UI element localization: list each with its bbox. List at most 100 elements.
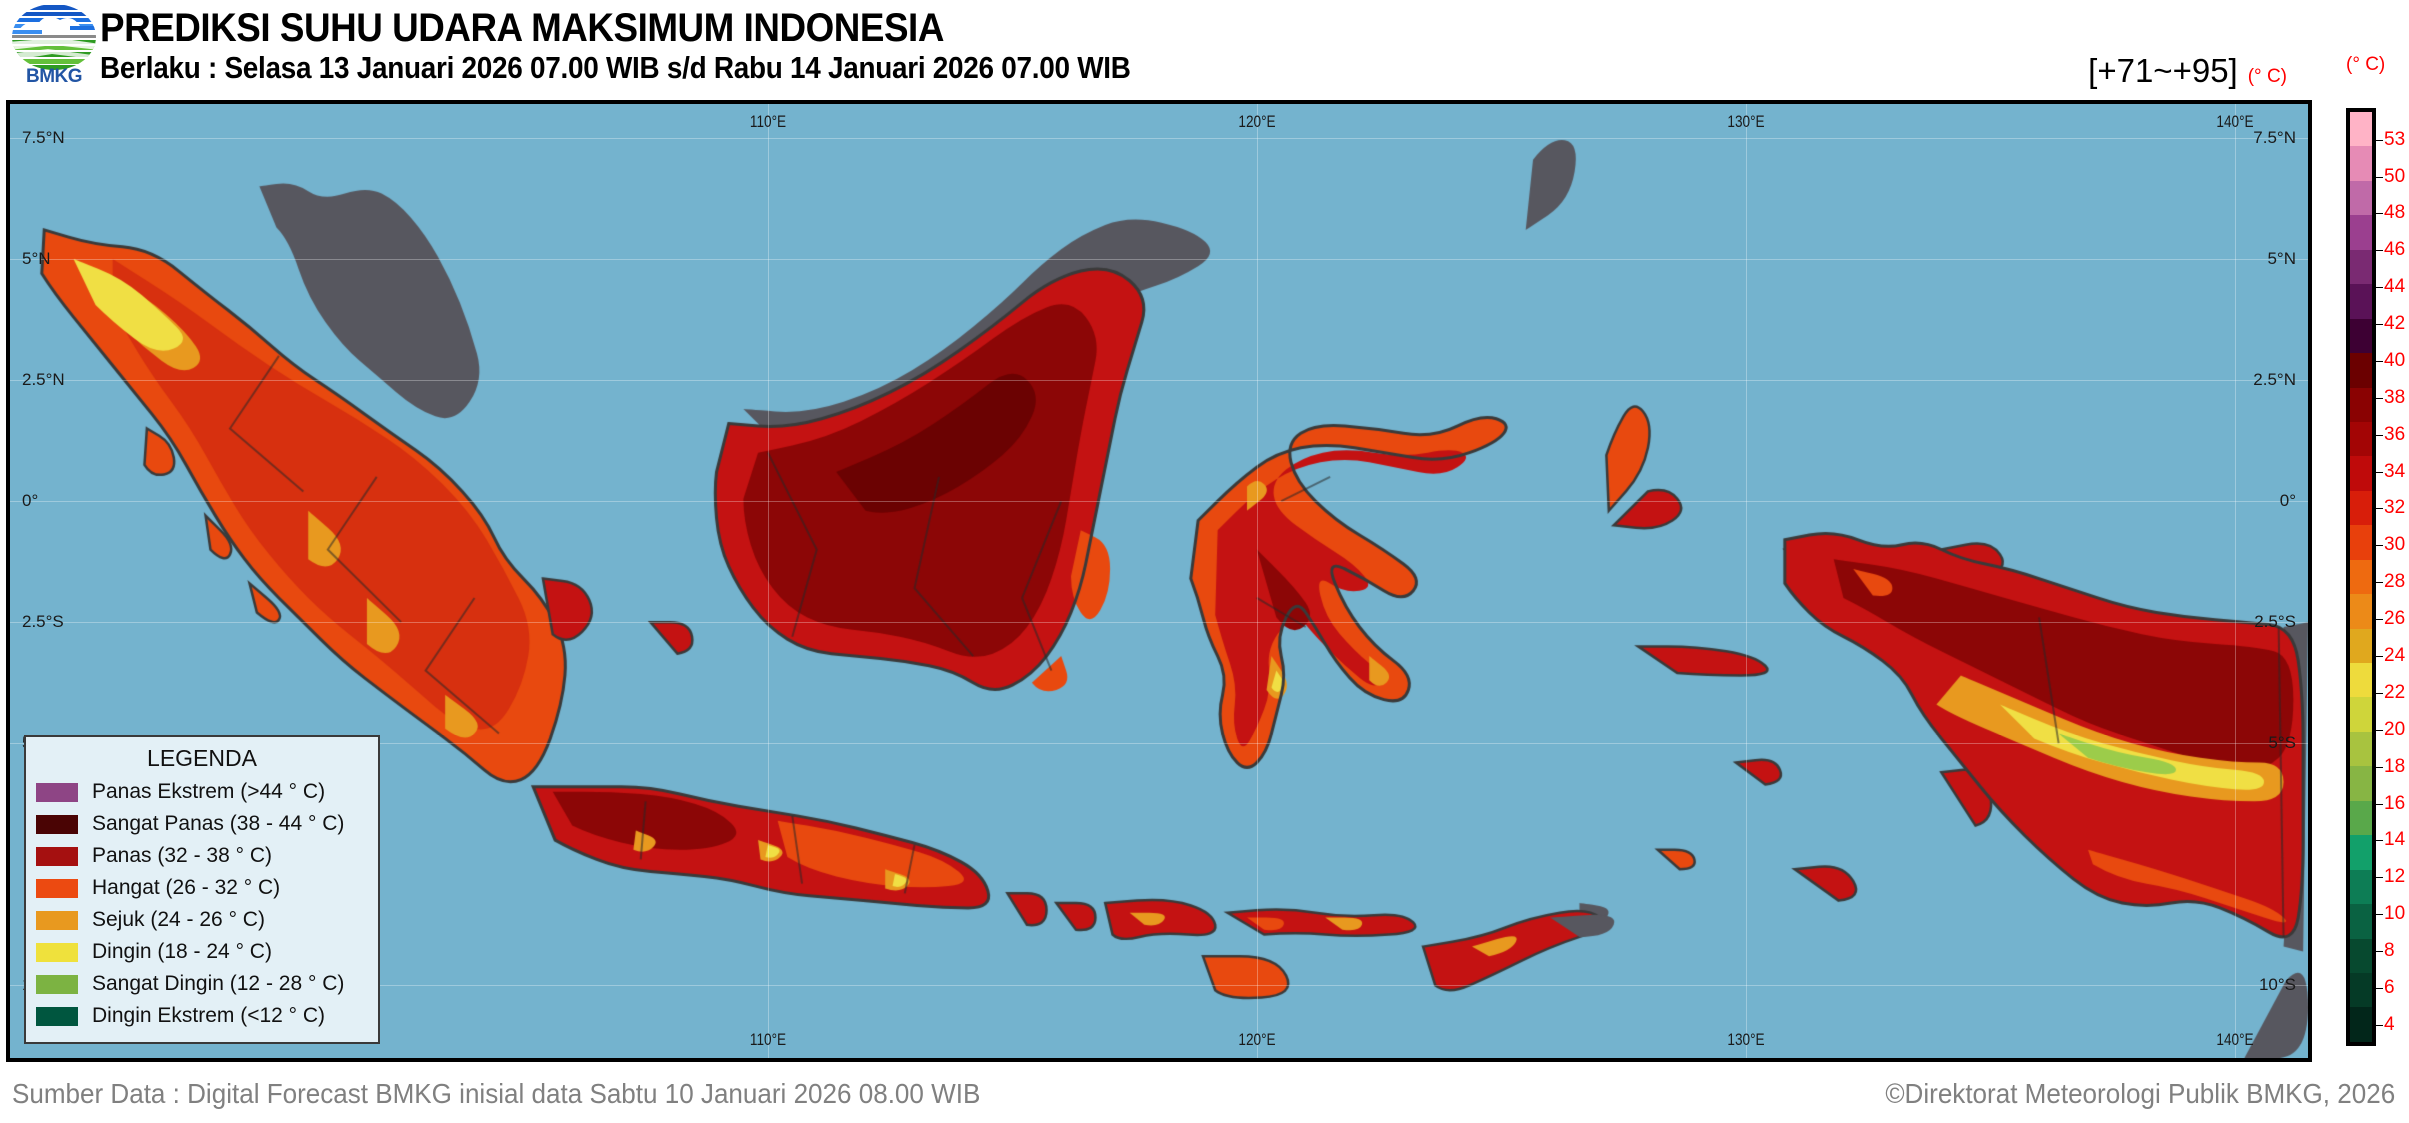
colorbar-tick-label: 6 [2384,976,2395,998]
legend-item-label: Dingin Ekstrem (<12 ° C) [92,1004,326,1027]
colorbar-tick [2376,250,2383,252]
longitude-gridline [1745,104,1747,1058]
colorbar-band [2350,112,2372,147]
latitude-label: 5°N [22,248,51,268]
legend-swatch [36,878,78,898]
colorbar-band [2350,1007,2372,1042]
temperature-heatmap-canvas [10,104,2308,1058]
colorbar-tick-label: 53 [2384,128,2406,150]
legend-swatch [36,910,78,930]
colorbar-tick-label: 14 [2384,829,2406,851]
colorbar-tick [2376,324,2383,326]
legend-swatch [36,814,78,834]
colorbar-tick [2376,1024,2383,1026]
page-title: PREDIKSI SUHU UDARA MAKSIMUM INDONESIA [100,6,944,50]
page-footer: Sumber Data : Digital Forecast BMKG inis… [0,1066,2409,1123]
colorbar-tick [2376,692,2383,694]
colorbar-band [2350,663,2372,698]
legend-swatch [36,974,78,994]
latitude-gridline [10,985,2308,987]
colorbar-gradient [2346,108,2376,1046]
colorbar-tick-label: 34 [2384,460,2406,482]
legend-rows: Panas Ekstrem (>44 ° C) Sangat Panas (38 … [36,776,368,1032]
colorbar-band [2350,731,2372,767]
colorbar-tick [2376,840,2383,842]
colorbar-band [2350,215,2372,250]
colorbar-tick [2376,914,2383,916]
colorbar-tick-label: 46 [2384,239,2406,261]
legend-item: Panas (32 - 38 ° C) [36,840,368,872]
longitude-label: 120°E [1238,1030,1276,1049]
legend-item: Dingin Ekstrem (<12 ° C) [36,1000,368,1032]
latitude-gridline [10,501,2308,503]
colorbar-tick-label: 30 [2384,534,2406,556]
colorbar-tick-label: 18 [2384,755,2406,777]
colorbar-tick [2376,508,2383,510]
bmkg-logo-icon [8,4,100,92]
colorbar-tick-label: 36 [2384,423,2406,445]
longitude-label: 120°E [1238,112,1276,131]
validity-subtitle: Berlaku : Selasa 13 Januari 2026 07.00 W… [100,50,1131,85]
colorbar-tick-label: 16 [2384,792,2406,814]
colorbar-tick [2376,582,2383,584]
colorbar-tick [2376,213,2383,215]
colorbar-band [2350,869,2372,905]
colorbar-band [2350,318,2372,354]
colorbar-tick [2376,619,2383,621]
colorbar-tick [2376,655,2383,657]
colorbar-tick [2376,471,2383,473]
forecast-map[interactable]: 7.5°N 7.5°N 5°N 5°N 2.5°N 2.5°N 0° 0° 2.5°S 2.5°S… [6,100,2312,1062]
latitude-label: 2.5°S [22,612,64,632]
colorbar-tick-label: 32 [2384,497,2406,519]
colorbar-tick-label: 50 [2384,165,2406,187]
colorbar-tick [2376,987,2383,989]
colorbar-tick-label: 12 [2384,866,2406,888]
legend-item-label: Hangat (26 - 32 ° C) [92,876,281,899]
colorbar-unit-label: (° C) [2346,54,2386,75]
colorbar-band [2350,387,2372,422]
legend-item-label: Sangat Dingin (12 - 28 ° C) [92,972,345,995]
colorbar-tick [2376,139,2383,141]
colorbar-band [2350,972,2372,1008]
longitude-label: 140°E [2216,112,2254,131]
colorbar-tick-label: 48 [2384,202,2406,224]
colorbar-tick [2376,545,2383,547]
latitude-gridline [10,258,2308,260]
colorbar-tick-label: 28 [2384,571,2406,593]
colorbar-band [2350,800,2372,836]
latitude-label: 0° [22,491,39,511]
colorbar-tick-label: 38 [2384,386,2406,408]
colorbar-band [2350,904,2372,939]
colorbar-band [2350,938,2372,973]
longitude-gridline [767,104,769,1058]
colorbar-tick [2376,360,2383,362]
longitude-gridline [1256,104,1258,1058]
colorbar-band [2350,766,2372,801]
latitude-label: 2.5°N [2253,370,2296,390]
value-range: [+71~+95] [2088,52,2238,89]
colorbar-tick-label: 40 [2384,349,2406,371]
legend-item: Panas Ekstrem (>44 ° C) [36,776,368,808]
colorbar-tick-label: 4 [2384,1013,2395,1035]
longitude-label: 140°E [2216,1030,2254,1049]
legend-title: LEGENDA [147,745,257,771]
bmkg-logo-label: BMKG [25,66,83,87]
colorbar-panel: (° C) 53 50 48 46 44 42 40 38 36 34 32 30 28 26 24 22 20… [2346,54,2409,1062]
longitude-label: 130°E [1727,112,1765,131]
longitude-gridline [2234,104,2236,1058]
copyright-text: ©Direktorat Meteorologi Publik BMKG, 202… [1885,1078,2395,1109]
colorbar-tick-label: 10 [2384,903,2406,925]
colorbar-band [2350,697,2372,732]
longitude-label: 110°E [749,112,786,131]
latitude-label: 10°S [2258,975,2296,995]
colorbar-tick [2376,176,2383,178]
legend-item-label: Sangat Panas (38 - 44 ° C) [92,812,345,835]
colorbar-tick-label: 24 [2384,644,2406,666]
latitude-label: 5°N [2267,248,2296,268]
colorbar-band [2350,146,2372,181]
colorbar-tick [2376,877,2383,879]
colorbar-band [2350,284,2372,319]
colorbar-tick-label: 42 [2384,313,2406,335]
latitude-label: 2.5°N [22,370,65,390]
